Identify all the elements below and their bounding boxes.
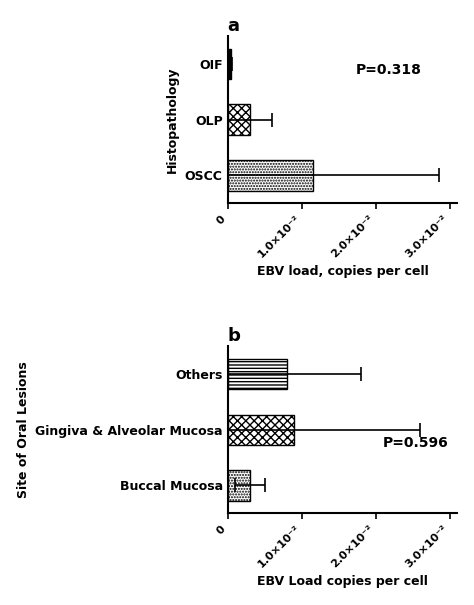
Bar bbox=[228, 105, 250, 135]
Bar bbox=[228, 470, 250, 501]
Text: b: b bbox=[228, 327, 240, 345]
Bar bbox=[228, 49, 230, 79]
Bar bbox=[228, 414, 294, 445]
X-axis label: EBV load, copies per cell: EBV load, copies per cell bbox=[256, 265, 428, 278]
Bar bbox=[228, 359, 287, 390]
Y-axis label: Histopathology: Histopathology bbox=[166, 67, 179, 173]
Text: P=0.596: P=0.596 bbox=[383, 436, 449, 450]
Text: a: a bbox=[228, 17, 239, 34]
X-axis label: EBV Load copies per cell: EBV Load copies per cell bbox=[257, 575, 428, 588]
Bar bbox=[228, 160, 313, 191]
Text: P=0.318: P=0.318 bbox=[356, 62, 421, 77]
Y-axis label: Site of Oral Lesions: Site of Oral Lesions bbox=[17, 361, 30, 498]
